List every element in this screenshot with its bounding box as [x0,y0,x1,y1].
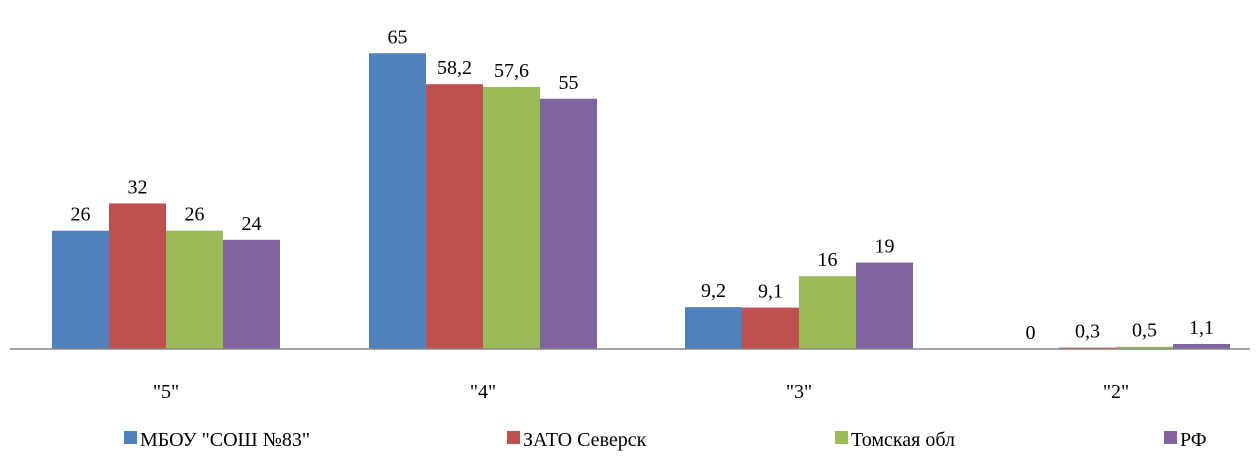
data-label-3-3: 16 [818,249,838,271]
data-label-2-2: 58,2 [437,57,472,79]
bar-3-4 [856,262,913,349]
bar-4-4 [1173,343,1230,349]
legend-swatch-2 [507,431,520,444]
category-label-2: "4" [470,381,496,403]
bar-1-1 [52,230,109,349]
data-label-3-4: 19 [875,236,895,258]
data-label-2-1: 65 [388,26,408,48]
legend-label-4: РФ [1180,429,1207,451]
data-label-2-3: 57,6 [494,60,529,82]
data-label-4-1: 0 [1026,322,1036,344]
legend-label-1: МБОУ "СОШ №83" [140,429,310,451]
bar-1-3 [166,230,223,349]
legend-swatch-4 [1164,431,1177,444]
bar-3-1 [685,307,742,349]
data-label-3-1: 9,2 [701,280,726,302]
data-label-1-2: 32 [128,176,148,198]
bar-1-4 [223,239,280,349]
data-label-1-4: 24 [242,213,262,235]
bar-2-1 [369,53,426,349]
bar-2-2 [426,84,483,349]
bar-2-4 [540,98,597,349]
category-label-4: "2" [1103,381,1129,403]
data-label-4-3: 0,5 [1132,320,1157,342]
data-label-3-2: 9,1 [758,281,783,303]
data-label-4-4: 1,1 [1189,317,1214,339]
category-label-1: "5" [153,381,179,403]
data-label-4-2: 0,3 [1075,321,1100,343]
legend-swatch-3 [835,431,848,444]
legend: МБОУ "СОШ №83" ЗАТО Северск Томская обл РФ [124,429,1207,451]
category-labels-layer: "5" "4" "3" "2" [153,381,1129,403]
bar-3-3 [799,276,856,349]
legend-swatch-1 [124,431,137,444]
bar-2-3 [483,86,540,350]
bar-1-2 [109,203,166,349]
legend-label-2: ЗАТО Северск [523,429,647,451]
category-label-3: "3" [786,381,812,403]
bars-layer [52,53,1230,350]
data-label-1-3: 26 [185,204,205,226]
data-labels-layer: 26 32 26 24 65 58,2 57,6 55 9,2 9,1 16 19 0 0,3 0,5 1,1 [71,26,1215,344]
data-label-2-4: 55 [559,72,579,94]
legend-label-3: Томская обл [851,429,955,451]
bar-4-3 [1116,346,1173,349]
data-label-1-1: 26 [71,204,91,226]
bar-3-2 [742,307,799,349]
